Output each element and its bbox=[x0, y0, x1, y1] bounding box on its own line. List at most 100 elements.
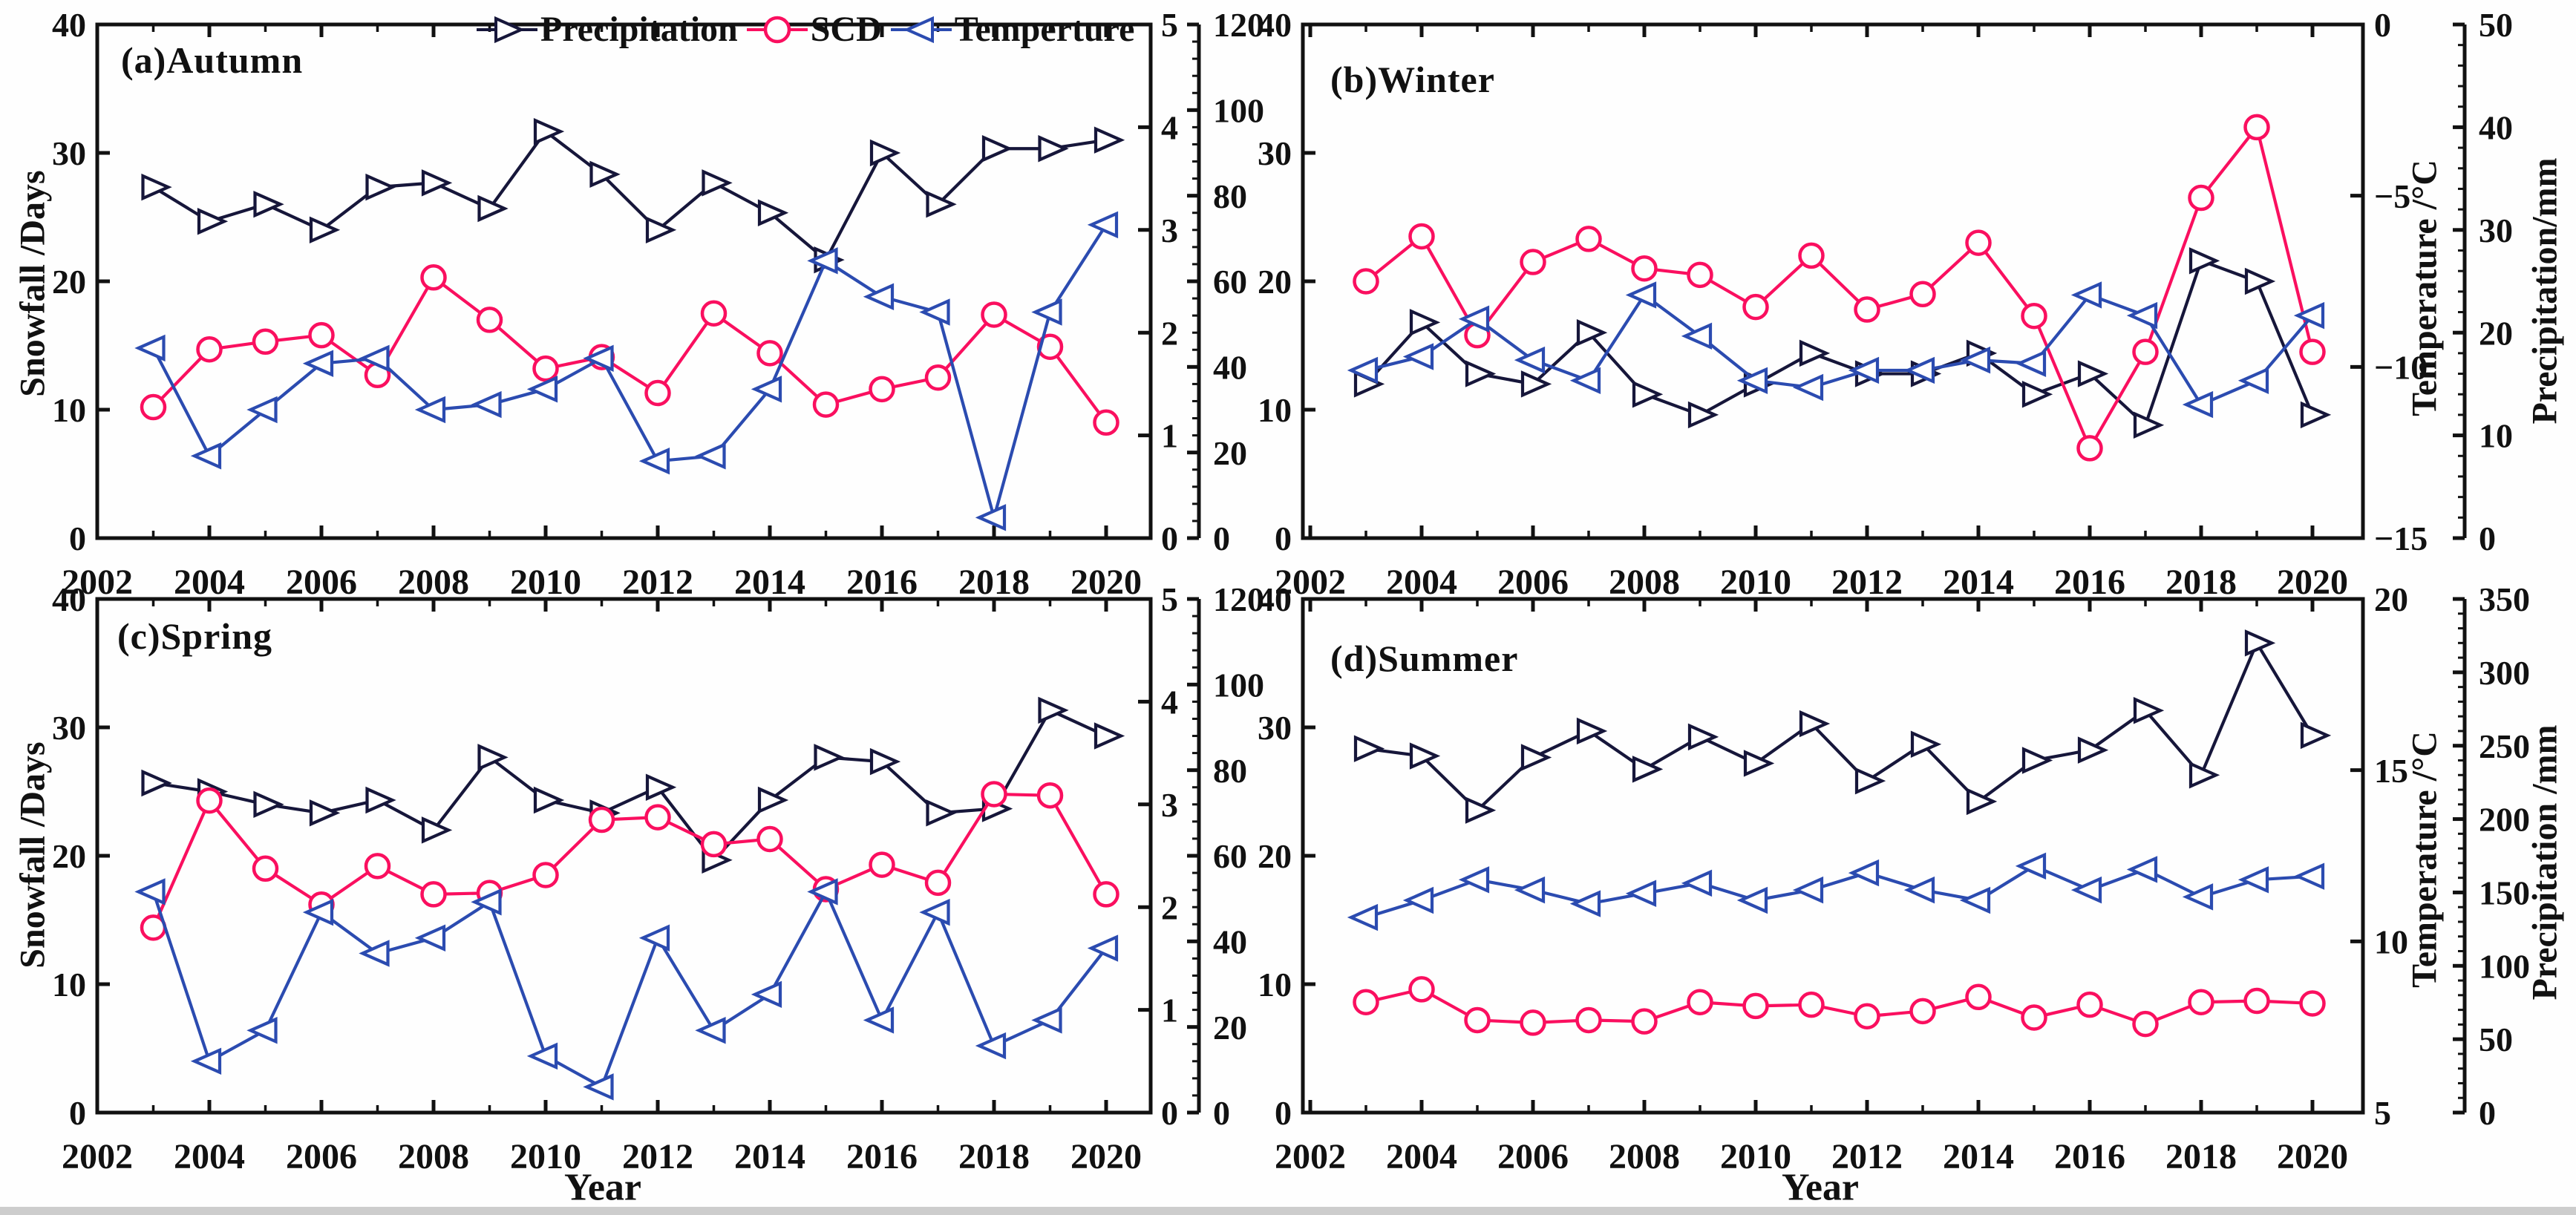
svg-text:0: 0 bbox=[69, 1094, 86, 1132]
svg-text:100: 100 bbox=[1213, 666, 1264, 704]
svg-text:80: 80 bbox=[1213, 177, 1247, 215]
svg-text:2012: 2012 bbox=[622, 1137, 693, 1176]
svg-text:50: 50 bbox=[2479, 1021, 2513, 1058]
svg-text:20: 20 bbox=[1258, 837, 1292, 875]
svg-text:2018: 2018 bbox=[2165, 563, 2237, 602]
svg-text:150: 150 bbox=[2479, 874, 2530, 912]
svg-text:30: 30 bbox=[2479, 212, 2513, 249]
panel-b: 2002 2004 2006 2008 2010 2012 2014 2016 2018 2020… bbox=[1258, 6, 2513, 602]
svg-text:2004: 2004 bbox=[1386, 563, 1457, 602]
svg-text:20: 20 bbox=[1213, 434, 1247, 472]
svg-text:30: 30 bbox=[1258, 709, 1292, 747]
svg-text:30: 30 bbox=[52, 709, 86, 747]
svg-text:2014: 2014 bbox=[734, 563, 805, 602]
svg-text:2002: 2002 bbox=[1275, 1137, 1346, 1176]
svg-text:3: 3 bbox=[1161, 212, 1178, 249]
svg-text:20: 20 bbox=[52, 263, 86, 301]
svg-text:2008: 2008 bbox=[398, 1137, 469, 1176]
axis-title-snowfall-bottom: Snowfall /Days bbox=[13, 741, 53, 969]
svg-text:2020: 2020 bbox=[2277, 1137, 2348, 1176]
svg-text:300: 300 bbox=[2479, 654, 2530, 692]
svg-text:2002: 2002 bbox=[1275, 563, 1346, 602]
svg-text:2010: 2010 bbox=[1720, 1137, 1791, 1176]
svg-text:0: 0 bbox=[1275, 520, 1292, 557]
svg-text:2010: 2010 bbox=[510, 1137, 581, 1176]
svg-text:20: 20 bbox=[2479, 314, 2513, 352]
svg-text:2020: 2020 bbox=[1070, 563, 1142, 602]
axis-title-temperature-top: Temperature /°C bbox=[2405, 160, 2445, 416]
svg-text:10: 10 bbox=[2479, 417, 2513, 455]
series-scd-b bbox=[1353, 114, 2326, 462]
svg-text:200: 200 bbox=[2479, 801, 2530, 839]
panel-a-title: (a)Autumn bbox=[121, 39, 304, 81]
svg-text:2006: 2006 bbox=[1497, 563, 1569, 602]
svg-text:2012: 2012 bbox=[1831, 1137, 1903, 1176]
svg-text:50: 50 bbox=[2479, 6, 2513, 44]
svg-text:2008: 2008 bbox=[398, 563, 469, 602]
svg-text:10: 10 bbox=[52, 966, 86, 1003]
svg-text:2006: 2006 bbox=[286, 563, 357, 602]
svg-text:3: 3 bbox=[1161, 786, 1178, 824]
svg-text:10: 10 bbox=[52, 391, 86, 429]
svg-text:2016: 2016 bbox=[2054, 1137, 2125, 1176]
svg-text:10: 10 bbox=[1258, 966, 1292, 1003]
panel-c: 2002 2004 2006 2008 2010 2012 2014 2016 2018 2020… bbox=[52, 580, 1264, 1176]
svg-text:20: 20 bbox=[1213, 1009, 1247, 1047]
legend-label-temperture: Temperture bbox=[954, 10, 1135, 49]
svg-text:2008: 2008 bbox=[1609, 563, 1680, 602]
scd-marker-icon bbox=[746, 16, 808, 43]
precipitation-marker-icon bbox=[477, 16, 537, 43]
svg-text:100: 100 bbox=[2479, 947, 2530, 985]
svg-text:2020: 2020 bbox=[1070, 1137, 1142, 1176]
legend-item-temperture: Temperture bbox=[889, 9, 1135, 50]
series-temperture-a bbox=[134, 211, 1119, 531]
svg-text:2016: 2016 bbox=[846, 1137, 918, 1176]
svg-text:20: 20 bbox=[2374, 580, 2408, 618]
svg-text:−15: −15 bbox=[2374, 520, 2428, 557]
panel-b-title: (b)Winter bbox=[1330, 59, 1495, 100]
svg-text:100: 100 bbox=[1213, 91, 1264, 129]
series-precipitation-b bbox=[1353, 247, 2332, 439]
x-axis-title-right: Year bbox=[1782, 1166, 1859, 1209]
panel-c-title: (c)Spring bbox=[117, 615, 272, 657]
svg-text:2018: 2018 bbox=[958, 1137, 1030, 1176]
axis-title-temperature-bottom: Temperature /°C bbox=[2405, 731, 2445, 988]
svg-text:0: 0 bbox=[1213, 1094, 1230, 1132]
svg-text:20: 20 bbox=[1258, 263, 1292, 301]
legend-item-precipitation: Precipitation bbox=[475, 9, 738, 50]
svg-text:40: 40 bbox=[1258, 6, 1292, 44]
panel-a: 2002 2004 2006 2008 2010 2012 2014 2016 2018 2020… bbox=[52, 6, 1264, 602]
svg-text:2: 2 bbox=[1161, 888, 1178, 926]
svg-text:1: 1 bbox=[1161, 992, 1178, 1029]
svg-text:2008: 2008 bbox=[1609, 1137, 1680, 1176]
svg-text:−10: −10 bbox=[2374, 348, 2428, 386]
svg-text:10: 10 bbox=[2374, 923, 2408, 960]
svg-text:0: 0 bbox=[69, 520, 86, 557]
svg-text:0: 0 bbox=[1275, 1094, 1292, 1132]
svg-text:5: 5 bbox=[2374, 1094, 2391, 1132]
svg-text:2004: 2004 bbox=[1386, 1137, 1457, 1176]
svg-text:40: 40 bbox=[1213, 923, 1247, 960]
svg-text:40: 40 bbox=[1258, 580, 1292, 618]
series-temperture-c bbox=[134, 878, 1119, 1101]
svg-text:2020: 2020 bbox=[2277, 563, 2348, 602]
axis-title-precipitation-top: Precipitation/mm bbox=[2525, 157, 2565, 425]
svg-text:40: 40 bbox=[52, 580, 86, 618]
svg-text:2002: 2002 bbox=[62, 563, 133, 602]
svg-text:5: 5 bbox=[1161, 6, 1178, 44]
temperture-marker-icon bbox=[890, 16, 952, 43]
svg-text:60: 60 bbox=[1213, 263, 1247, 301]
legend-label-precipitation: Precipitation bbox=[540, 10, 738, 49]
svg-text:350: 350 bbox=[2479, 580, 2530, 618]
svg-text:2002: 2002 bbox=[62, 1137, 133, 1176]
scan-edge-artifact bbox=[0, 1207, 2576, 1215]
svg-text:20: 20 bbox=[52, 837, 86, 875]
svg-text:2016: 2016 bbox=[846, 563, 918, 602]
svg-text:1: 1 bbox=[1161, 417, 1178, 455]
svg-text:2012: 2012 bbox=[622, 563, 693, 602]
svg-text:2012: 2012 bbox=[1831, 563, 1903, 602]
svg-text:60: 60 bbox=[1213, 837, 1247, 875]
svg-text:0: 0 bbox=[2479, 1094, 2496, 1132]
